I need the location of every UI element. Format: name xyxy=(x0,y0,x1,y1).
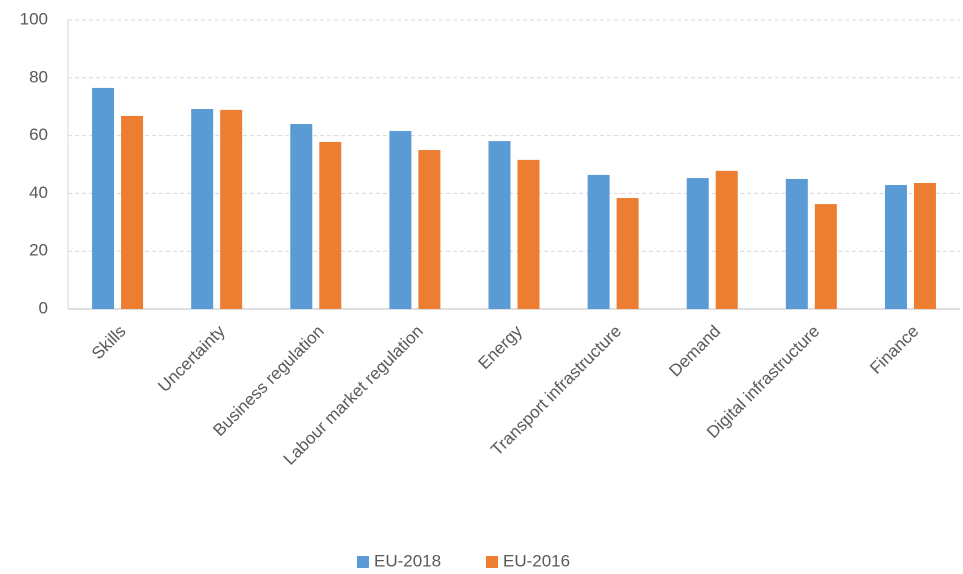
bar xyxy=(715,170,738,309)
bar xyxy=(191,109,214,310)
legend-label: EU-2018 xyxy=(374,551,441,570)
bar xyxy=(814,204,837,309)
bar xyxy=(785,178,808,309)
x-tick-label: Skills xyxy=(88,322,129,363)
legend-swatch xyxy=(357,556,369,568)
bar xyxy=(92,87,115,309)
x-tick-label: Business regulation xyxy=(209,322,327,440)
bar xyxy=(587,174,610,309)
bar xyxy=(686,178,709,309)
legend-label: EU-2016 xyxy=(503,551,570,570)
bar xyxy=(517,159,540,309)
x-tick-label: Energy xyxy=(474,321,526,373)
y-tick-label: 100 xyxy=(20,9,48,28)
bar xyxy=(319,141,342,309)
x-tick-label: Digital infrastructure xyxy=(703,322,823,442)
bar xyxy=(290,124,313,309)
y-tick-label: 0 xyxy=(39,298,48,317)
bar xyxy=(884,185,907,309)
y-tick-label: 40 xyxy=(29,183,48,202)
x-tick-label: Demand xyxy=(665,322,724,381)
bar xyxy=(616,198,639,309)
x-tick-label: Finance xyxy=(866,322,922,378)
bar xyxy=(488,141,511,309)
bar xyxy=(389,130,412,309)
bar xyxy=(220,109,243,309)
y-tick-label: 20 xyxy=(29,241,48,260)
bar xyxy=(418,150,441,309)
y-tick-label: 80 xyxy=(29,67,48,86)
legend-swatch xyxy=(486,556,498,568)
x-tick-label: Uncertainty xyxy=(154,321,229,396)
bar xyxy=(913,182,936,309)
bar xyxy=(121,115,144,309)
y-tick-label: 60 xyxy=(29,125,48,144)
